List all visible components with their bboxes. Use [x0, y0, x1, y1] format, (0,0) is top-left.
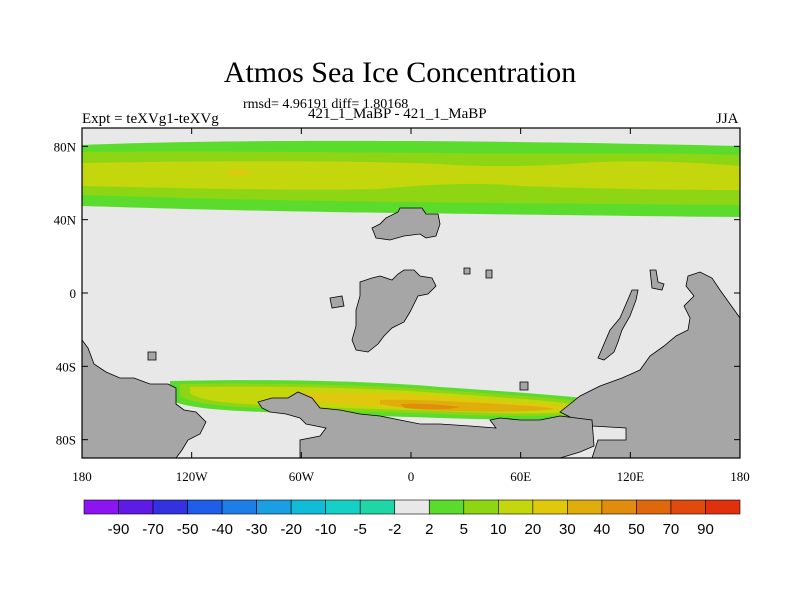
colorbar-swatch-4: [221, 499, 257, 515]
southern-ocean-ice-band: [170, 380, 605, 420]
colorbar-swatch-5: [256, 499, 292, 515]
colorbar-label-4: -30: [246, 521, 268, 538]
colorbar-swatch-11: [463, 499, 499, 515]
colorbar-label-11: 10: [490, 521, 507, 538]
x-tick-label-6: 180: [730, 469, 750, 484]
arctic-contour-10: [82, 161, 740, 190]
colorbar-label-2: -50: [177, 521, 199, 538]
colorbar-swatch-2: [152, 499, 188, 515]
experiment-label: Expt = teXVg1-teXVg: [82, 111, 219, 127]
southern-contour-40: [400, 403, 460, 410]
land-small-island-3: [485, 269, 493, 279]
y-tick-label-4: 80S: [56, 433, 76, 448]
colorbar-swatch-18: [705, 499, 741, 515]
y-tick-label-0: 80N: [54, 139, 77, 154]
colorbar-swatch-8: [359, 499, 396, 515]
rmsd-diff-stats: rmsd= 4.96191 diff= 1.80168: [243, 97, 409, 112]
x-tick-label-0: 180: [72, 469, 92, 484]
land-small-island-2: [463, 267, 471, 275]
colorbar-label-13: 30: [559, 521, 576, 538]
y-tick-label-1: 40N: [54, 213, 77, 228]
colorbar-swatch-12: [498, 499, 534, 515]
colorbar-label-0: -90: [108, 521, 130, 538]
colorbar-swatch-10: [428, 499, 465, 515]
land-southern-peninsula: [257, 391, 595, 458]
colorbar: -90 -70 -50 -40 -30 -20 -10 -5 -2 2 5 10 20 30 40 50 70 9…: [83, 499, 741, 538]
colorbar-swatch-13: [532, 499, 568, 515]
colorbar-label-10: 5: [460, 521, 468, 538]
colorbar-label-15: 50: [628, 521, 645, 538]
y-tick-label-2: 0: [70, 286, 77, 301]
y-tick-label-3: 40S: [56, 359, 76, 374]
map-area: [82, 128, 740, 458]
land-small-island-5: [519, 381, 529, 391]
colorbar-label-16: 70: [663, 521, 680, 538]
land-small-island-6: [649, 269, 665, 291]
arctic-ice-band: [82, 140, 740, 217]
chart-title: Atmos Sea Ice Concentration: [223, 56, 577, 89]
map-axes: 180 120W 60W 0 60E 120E 180 80N 40N 0 40S 80S: [54, 128, 750, 484]
colorbar-label-14: 40: [594, 521, 611, 538]
colorbar-label-7: -5: [354, 521, 367, 538]
x-tick-label-3: 0: [408, 469, 415, 484]
chart-subtitle: 421_1_MaBP - 421_1_MaBP: [308, 106, 487, 122]
colorbar-swatch-3: [187, 499, 223, 515]
land-north-island: [371, 207, 441, 241]
colorbar-label-12: 20: [524, 521, 541, 538]
colorbar-swatch-6: [290, 499, 326, 515]
colorbar-label-8: -2: [388, 521, 401, 538]
colorbar-swatch-15: [601, 499, 637, 515]
colorbar-swatch-16: [636, 499, 672, 515]
land-central-continent: [351, 269, 437, 353]
land-small-island-4: [147, 351, 157, 361]
x-tick-label-1: 120W: [176, 469, 209, 484]
colorbar-label-6: -10: [315, 521, 337, 538]
colorbar-label-1: -70: [142, 521, 164, 538]
colorbar-swatch-1: [118, 499, 154, 515]
season-label: JJA: [716, 111, 739, 127]
colorbar-swatch-0: [83, 499, 119, 515]
colorbar-swatch-17: [670, 499, 706, 515]
colorbar-label-3: -40: [211, 521, 233, 538]
land-west-coast: [82, 339, 207, 458]
land-small-island-1: [329, 295, 345, 309]
colorbar-swatch-14: [567, 499, 603, 515]
land-east-island: [597, 289, 639, 361]
x-tick-label-4: 60E: [510, 469, 531, 484]
x-tick-label-2: 60W: [289, 469, 315, 484]
colorbar-label-17: 90: [697, 521, 714, 538]
colorbar-swatch-9: [394, 499, 430, 515]
land-east-continent: [559, 271, 740, 458]
arctic-contour-20: [225, 169, 252, 175]
colorbar-label-5: -20: [280, 521, 302, 538]
colorbar-label-9: 2: [425, 521, 433, 538]
colorbar-swatch-7: [325, 499, 361, 515]
x-tick-label-5: 120E: [617, 469, 645, 484]
land-mask: [82, 207, 740, 458]
